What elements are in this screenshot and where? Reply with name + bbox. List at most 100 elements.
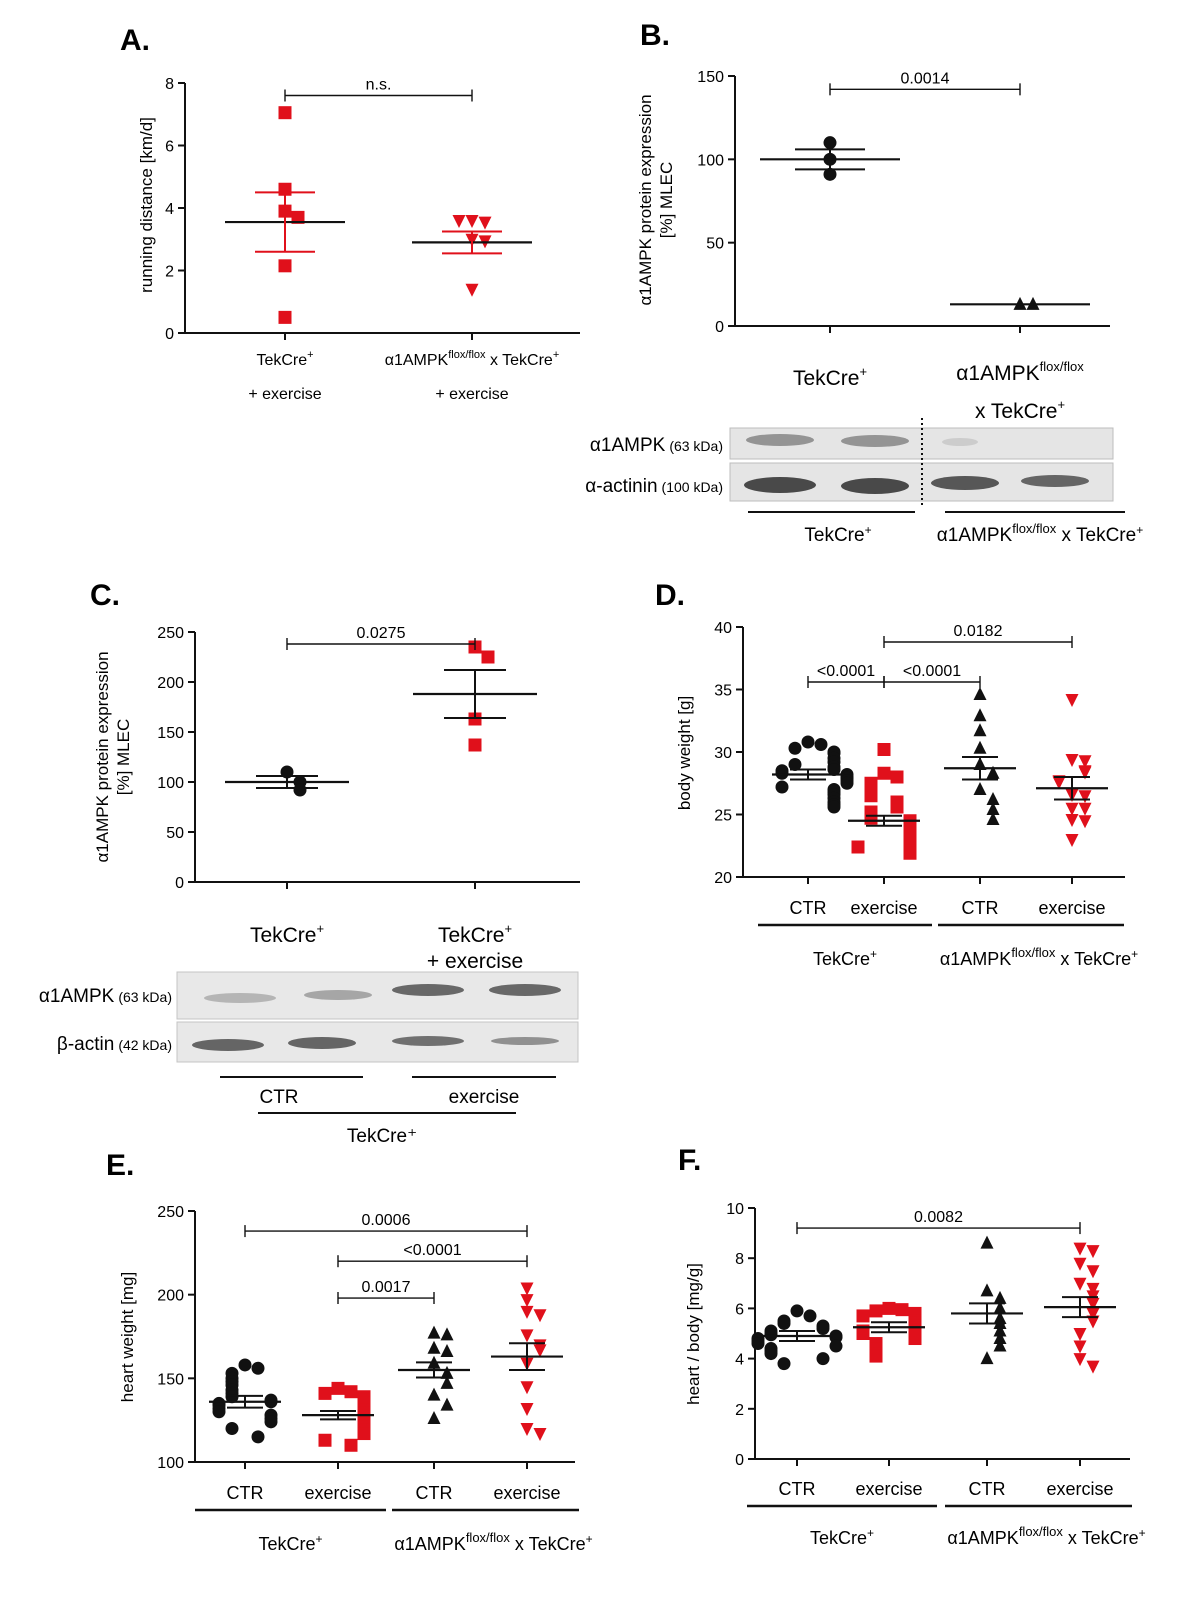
y-tick-label: 50 <box>166 825 184 842</box>
data-point <box>1086 1307 1100 1321</box>
data-point <box>788 741 802 755</box>
data-point <box>993 1300 1007 1314</box>
y-tick-label: 200 <box>157 675 184 692</box>
panel-b: B. 0 50 100 150 0.0014 α1AMPK protein expres… <box>585 19 1143 546</box>
blot-b-band <box>1021 475 1089 487</box>
y-tick-label: 100 <box>157 775 184 792</box>
blot-b-band <box>746 434 814 446</box>
x-tick-label: exercise <box>304 1483 371 1503</box>
data-point <box>980 1283 994 1297</box>
data-point <box>895 1303 909 1317</box>
data-point <box>520 1294 534 1308</box>
y-tick-label: 250 <box>157 1204 184 1221</box>
genotype-left-label: TekCre+ <box>810 1526 874 1548</box>
y-tick-label: 35 <box>714 683 732 700</box>
y-tick-label: 100 <box>697 152 724 169</box>
panel-e-ylabel: heart weight [mg] <box>118 1272 137 1402</box>
x-tick-label: exercise <box>855 1479 922 1499</box>
blot-b-group-left: TekCre+ <box>804 523 871 546</box>
svg-text:+ exercise: + exercise <box>435 386 508 403</box>
data-point <box>908 1321 922 1335</box>
panel-f-ylabel: heart / body [mg/g] <box>684 1263 703 1405</box>
data-point <box>520 1305 534 1319</box>
data-point <box>973 687 987 700</box>
x-tick-label: CTR <box>790 898 827 918</box>
data-point <box>1078 790 1092 804</box>
data-point <box>1073 1328 1087 1341</box>
panel-c-blot: TekCre+ TekCre+ + exercise α1AMPK (63 kDa… <box>39 921 579 1147</box>
blot-c-header-right-2: + exercise <box>427 950 523 973</box>
data-point <box>1065 694 1079 707</box>
y-tick-label: 50 <box>706 236 724 253</box>
data-point <box>1065 754 1079 767</box>
data-point <box>1086 1297 1100 1311</box>
data-point <box>533 1309 547 1323</box>
data-point <box>1078 766 1092 780</box>
y-tick-label: 2 <box>165 264 174 281</box>
blot-b-band <box>931 476 999 490</box>
panel-d-letter: D. <box>655 579 685 612</box>
data-point <box>993 1338 1007 1352</box>
data-point <box>533 1344 547 1358</box>
data-point <box>264 1415 278 1429</box>
data-point <box>827 763 841 776</box>
data-point <box>225 1422 239 1436</box>
data-point <box>251 1430 265 1444</box>
blot-c-band <box>392 984 464 996</box>
panel-c-ylabel-line1: α1AMPK protein expression <box>93 651 112 862</box>
x-tick-label: CTR <box>969 1479 1006 1499</box>
data-point <box>1073 1340 1087 1354</box>
data-point <box>520 1423 534 1437</box>
data-point <box>869 1349 883 1363</box>
data-point <box>520 1282 534 1296</box>
genotype-left-label: TekCre+ <box>258 1532 322 1554</box>
panel-f-plot: 0 2 4 6 8 10 0.0082 CTR exercise CTR exercise TekCr… <box>726 1201 1145 1548</box>
data-point <box>851 840 865 854</box>
data-point <box>986 792 1000 805</box>
data-point <box>980 1235 994 1249</box>
data-point <box>980 1351 994 1365</box>
panel-e: E. 100 150 200 250 0.0006 <0.0001 0.0017 CTR exe… <box>106 1149 593 1554</box>
data-point <box>278 259 292 273</box>
svg-text:+ exercise: + exercise <box>248 386 321 403</box>
svg-text:TekCre+: TekCre+ <box>256 349 313 369</box>
data-point <box>318 1433 332 1447</box>
panel-a-xlabel-1: TekCre+ + exercise <box>248 349 321 403</box>
y-tick-label: 0 <box>735 1452 744 1469</box>
panel-b-ylabel-line1: α1AMPK protein expression <box>636 94 655 305</box>
data-point <box>440 1327 454 1341</box>
data-point <box>278 106 292 120</box>
y-tick-label: 6 <box>735 1301 744 1318</box>
panel-e-plot: 100 150 200 250 0.0006 <0.0001 0.0017 CTR exerci… <box>157 1204 592 1554</box>
data-point <box>251 1361 265 1375</box>
data-point <box>829 1339 843 1353</box>
y-tick-label: 0 <box>175 875 184 892</box>
data-point <box>840 776 854 790</box>
panel-d-plot: 20 25 30 35 40 <0.0001 <0.0001 0.0182 CTR exercis… <box>714 620 1138 969</box>
blot-c-sub-left: CTR <box>259 1087 298 1108</box>
data-point <box>823 167 837 181</box>
blot-b-band <box>942 438 978 446</box>
data-point <box>238 1358 252 1372</box>
p-value-label: 0.0182 <box>954 623 1003 640</box>
data-point <box>212 1405 226 1419</box>
data-point <box>986 765 1000 779</box>
data-point <box>877 743 891 756</box>
data-point <box>427 1340 441 1354</box>
data-point <box>468 738 482 752</box>
data-point <box>790 1304 804 1318</box>
panel-b-blot: TekCre+ α1AMPKflox/flox x TekCre+ α1AMPK… <box>585 359 1143 546</box>
y-tick-label: 25 <box>714 808 732 825</box>
data-point <box>803 1309 817 1323</box>
data-point <box>427 1325 441 1339</box>
data-point <box>427 1387 441 1401</box>
data-point <box>331 1381 345 1395</box>
data-point <box>777 1316 791 1330</box>
svg-text:α1AMPKflox/flox x TekCre+: α1AMPKflox/flox x TekCre+ <box>385 349 560 369</box>
blot-c-row-label-1: α1AMPK (63 kDa) <box>39 986 172 1007</box>
y-tick-label: 200 <box>157 1288 184 1305</box>
blot-b-header-right-1: α1AMPKflox/flox <box>956 359 1084 385</box>
panel-a-letter: A. <box>120 24 150 57</box>
panel-e-letter: E. <box>106 1149 134 1182</box>
data-point <box>864 811 878 825</box>
